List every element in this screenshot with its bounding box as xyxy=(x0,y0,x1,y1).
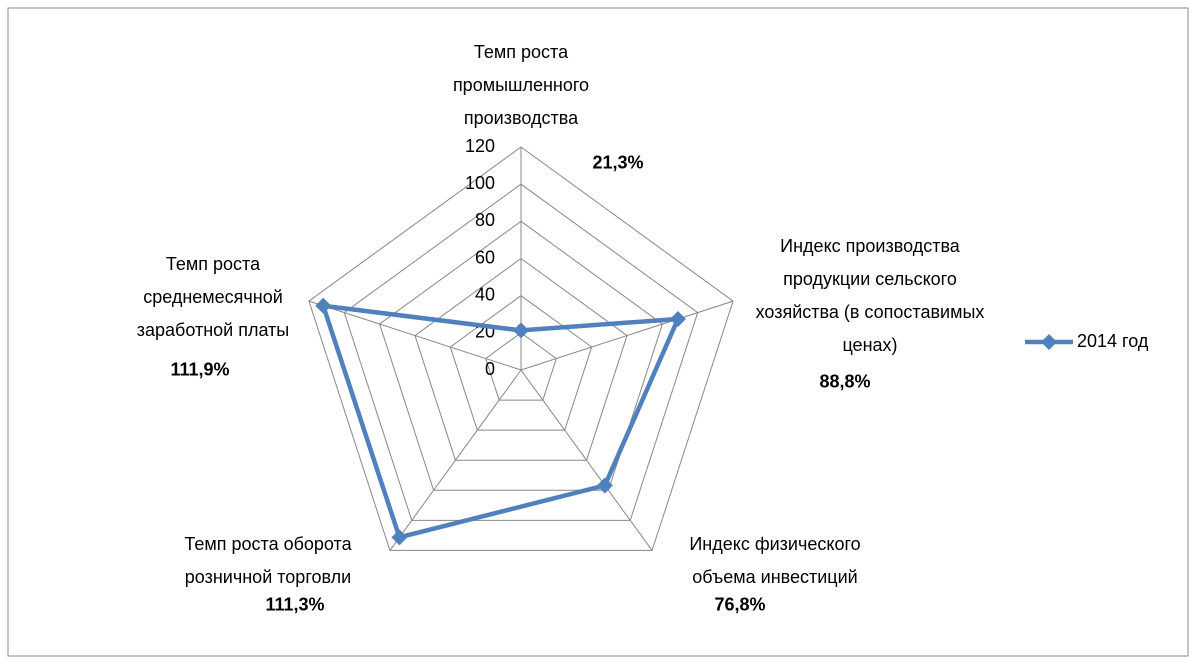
y-tick-label: 0 xyxy=(485,359,495,379)
legend-marker xyxy=(1041,334,1057,350)
grid-line xyxy=(379,220,663,491)
frame xyxy=(7,7,1189,657)
grid-line xyxy=(308,146,734,551)
grid-line xyxy=(343,183,699,521)
category-label: Индекс физического объема инвестиций xyxy=(689,534,861,587)
y-tick-label: 40 xyxy=(475,284,495,304)
y-tick-label: 60 xyxy=(475,247,495,267)
category-label: Темп роста промышленного производства xyxy=(452,42,590,128)
y-tick-label: 100 xyxy=(465,173,495,193)
marker xyxy=(669,311,686,328)
marker xyxy=(391,529,408,546)
axis-spoke xyxy=(308,300,522,371)
category-label: Индекс производства продукции сельского … xyxy=(755,236,985,355)
legend-label: 2014 год xyxy=(1077,331,1149,351)
category-label: Темп роста оборота розничной торговли xyxy=(184,534,352,587)
grid-line xyxy=(485,332,557,401)
y-tick-label: 80 xyxy=(475,210,495,230)
category-label: Темп роста среднемесячной заработной пла… xyxy=(136,254,290,340)
axis-spoke xyxy=(389,369,522,551)
marker xyxy=(596,477,613,494)
axis-spoke xyxy=(520,369,653,551)
data-label: 111,3% xyxy=(265,594,325,615)
marker xyxy=(513,322,529,339)
data-label: 76,8% xyxy=(714,594,766,615)
axis-spoke xyxy=(520,300,734,371)
series-line xyxy=(320,303,681,540)
grid-line xyxy=(449,295,593,431)
data-label: 21,3% xyxy=(592,152,644,173)
data-label: 111,9% xyxy=(170,359,230,380)
y-tick-label: 120 xyxy=(465,136,495,156)
marker xyxy=(315,297,332,314)
data-label: 88,8% xyxy=(819,371,871,392)
